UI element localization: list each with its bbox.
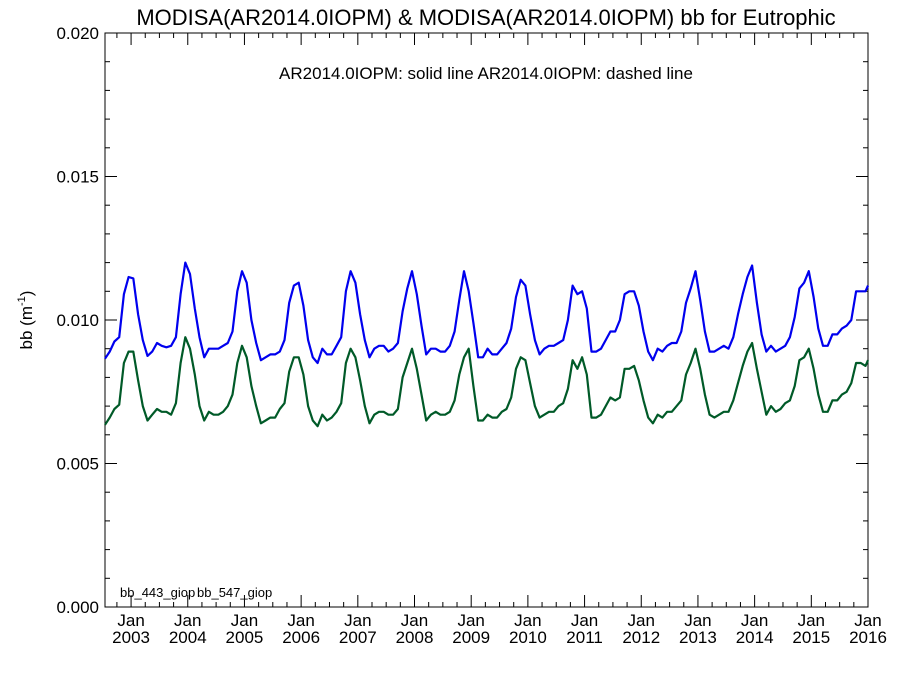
y-tick-label-2: 0.010 [56,311,99,330]
x-tick-label-month-9: Jan [628,611,655,630]
plot-frame [104,32,869,608]
x-tick-label-month-10: Jan [684,611,711,630]
x-tick-label-year-13: 2016 [849,628,887,647]
x-tick-label-year-10: 2013 [679,628,717,647]
x-tick-label-year-2: 2005 [226,628,264,647]
x-tick-label-year-12: 2015 [792,628,830,647]
chart-subtitle: AR2014.0IOPM: solid line AR2014.0IOPM: d… [279,64,693,83]
x-tick-label-year-1: 2004 [169,628,207,647]
x-tick-label-month-7: Jan [514,611,541,630]
x-tick-label-month-4: Jan [344,611,371,630]
y-tick-label-3: 0.015 [56,168,99,187]
series-line-bb-547-giop [104,336,870,428]
series-line-bb-443-giop [104,261,870,365]
x-tick-label-year-0: 2003 [112,628,150,647]
x-tick-label-month-0: Jan [117,611,144,630]
legend-entry-bb-547: bb_547_giop [197,585,272,600]
x-tick-label-month-8: Jan [571,611,598,630]
series-lines [104,261,870,428]
x-tick-label-year-9: 2012 [622,628,660,647]
x-tick-label-month-2: Jan [231,611,258,630]
x-tick-label-month-11: Jan [741,611,768,630]
x-tick-label-month-1: Jan [174,611,201,630]
x-tick-label-year-11: 2014 [736,628,774,647]
y-axis-label-exponent: -1 [16,296,28,306]
y-axis-ticks [105,32,868,608]
y-axis-label-text: bb (m [17,306,36,349]
x-tick-label-year-5: 2008 [396,628,434,647]
chart-title: MODISA(AR2014.0IOPM) & MODISA(AR2014.0IO… [136,5,835,30]
x-tick-label-month-6: Jan [457,611,484,630]
y-axis-tick-labels: 0.000 0.005 0.010 0.015 0.020 [56,24,99,617]
x-tick-label-year-4: 2007 [339,628,377,647]
y-axis-label-close: ) [17,291,36,297]
legend-entry-bb-443: bb_443_giop [120,585,195,600]
y-tick-label-4: 0.020 [56,24,99,43]
x-tick-label-month-12: Jan [798,611,825,630]
x-tick-label-year-3: 2006 [282,628,320,647]
y-axis-label: bb (m-1) [16,291,36,350]
x-tick-label-year-8: 2011 [566,628,603,647]
x-tick-label-year-7: 2010 [509,628,547,647]
x-tick-label-year-6: 2009 [452,628,490,647]
x-tick-label-month-3: Jan [287,611,314,630]
y-tick-label-1: 0.005 [56,455,99,474]
x-tick-label-month-13: Jan [854,611,881,630]
x-axis-ticks [116,33,869,607]
x-axis-tick-labels: Jan2003Jan2004Jan2005Jan2006Jan2007Jan20… [112,611,887,647]
x-tick-label-month-5: Jan [401,611,428,630]
y-tick-label-0: 0.000 [56,598,99,617]
